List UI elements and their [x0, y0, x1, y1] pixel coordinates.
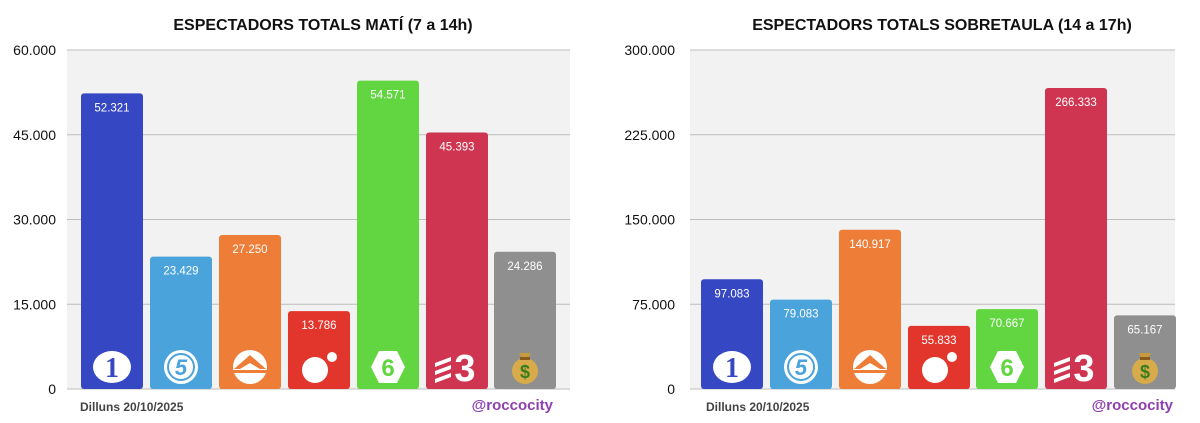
bar-value-label: 70.667 [989, 318, 1024, 330]
chart-title: ESPECTADORS TOTALS SOBRETAULA (14 a 17h) [752, 17, 1132, 34]
bar [219, 235, 281, 389]
bar-value-label: 266.333 [1055, 97, 1097, 109]
svg-text:6: 6 [1000, 355, 1013, 382]
bar-value-label: 52.321 [94, 102, 129, 114]
y-tick-label: 75.000 [632, 296, 675, 312]
bar-value-label: 45.393 [439, 142, 474, 154]
y-tick-label: 300.000 [624, 42, 675, 58]
bar-2: 27.250 [219, 235, 281, 389]
y-tick-label: 150.000 [624, 212, 675, 228]
y-tick-label: 30.000 [13, 212, 56, 228]
telecinco-logo-icon: 5 [784, 350, 818, 384]
svg-text:1: 1 [105, 353, 119, 384]
tv3-logo-icon: 3 [435, 348, 476, 390]
money-bag-icon: $ [512, 353, 538, 384]
afternoon-viewers-chart: ESPECTADORS TOTALS SOBRETAULA (14 a 17h)… [624, 17, 1176, 414]
la1-logo-icon: 1 [93, 351, 131, 384]
bar-5: 266.333 3 [1045, 88, 1107, 390]
bar-6: 24.286 $ [494, 251, 556, 389]
bar-0: 97.083 1 [701, 279, 763, 389]
cuatro-logo-icon [922, 352, 957, 383]
chart-title: ESPECTADORS TOTALS MATÍ (7 a 14h) [173, 15, 472, 34]
date-label: Dilluns 20/10/2025 [80, 400, 184, 414]
tv3-logo-icon: 3 [1054, 348, 1095, 390]
svg-text:$: $ [1140, 362, 1150, 382]
bar [357, 80, 419, 389]
antena3-logo-icon [853, 350, 887, 384]
bar-value-label: 24.286 [507, 261, 542, 273]
money-bag-icon: $ [1132, 353, 1158, 384]
bar-value-label: 27.250 [232, 244, 267, 256]
bar-value-label: 65.167 [1127, 324, 1162, 336]
y-tick-label: 225.000 [624, 127, 675, 143]
bar-0: 52.321 1 [81, 93, 143, 389]
y-tick-label: 60.000 [13, 42, 56, 58]
bar [81, 93, 143, 389]
bar-value-label: 140.917 [849, 239, 891, 251]
bar-4: 54.571 6 [357, 80, 419, 389]
bar-value-label: 54.571 [370, 90, 405, 102]
svg-text:5: 5 [795, 355, 808, 380]
antena3-logo-icon [233, 350, 267, 384]
lasexta-logo-icon: 6 [990, 351, 1024, 383]
bar-1: 79.083 5 [770, 299, 832, 389]
svg-text:$: $ [520, 362, 530, 382]
y-tick-label: 15.000 [13, 296, 56, 312]
bar-value-label: 97.083 [714, 288, 749, 300]
bar-value-label: 55.833 [921, 335, 956, 347]
y-tick-label: 0 [48, 381, 56, 397]
bar [1045, 88, 1107, 390]
telecinco-logo-icon: 5 [164, 350, 198, 384]
bar-4: 70.667 6 [976, 309, 1038, 389]
svg-text:6: 6 [381, 355, 394, 382]
credit-handle: @roccocity [1092, 397, 1174, 414]
svg-text:3: 3 [1073, 348, 1094, 390]
bar [494, 251, 556, 389]
bar [150, 256, 212, 389]
bar-5: 45.393 3 [426, 132, 488, 390]
bar-value-label: 23.429 [163, 266, 198, 278]
bar [1114, 315, 1176, 389]
svg-text:1: 1 [725, 353, 739, 384]
la1-logo-icon: 1 [713, 351, 751, 384]
svg-text:3: 3 [454, 348, 475, 390]
bar-3: 13.786 [288, 311, 350, 389]
cuatro-logo-icon [302, 352, 337, 383]
bar-2: 140.917 [839, 229, 901, 389]
bar-value-label: 13.786 [301, 320, 336, 332]
bar-value-label: 79.083 [783, 309, 818, 321]
bar-1: 23.429 5 [150, 256, 212, 389]
morning-viewers-chart: ESPECTADORS TOTALS MATÍ (7 a 14h) 0 15.000… [13, 15, 570, 414]
date-label: Dilluns 20/10/2025 [706, 400, 810, 414]
lasexta-logo-icon: 6 [371, 351, 405, 383]
bar-3: 55.833 [908, 325, 970, 389]
y-tick-label: 0 [667, 381, 675, 397]
bar [426, 132, 488, 390]
y-tick-label: 45.000 [13, 127, 56, 143]
bar [839, 229, 901, 389]
svg-text:5: 5 [175, 355, 188, 380]
bar-6: 65.167 $ [1114, 315, 1176, 389]
credit-handle: @roccocity [472, 397, 554, 414]
